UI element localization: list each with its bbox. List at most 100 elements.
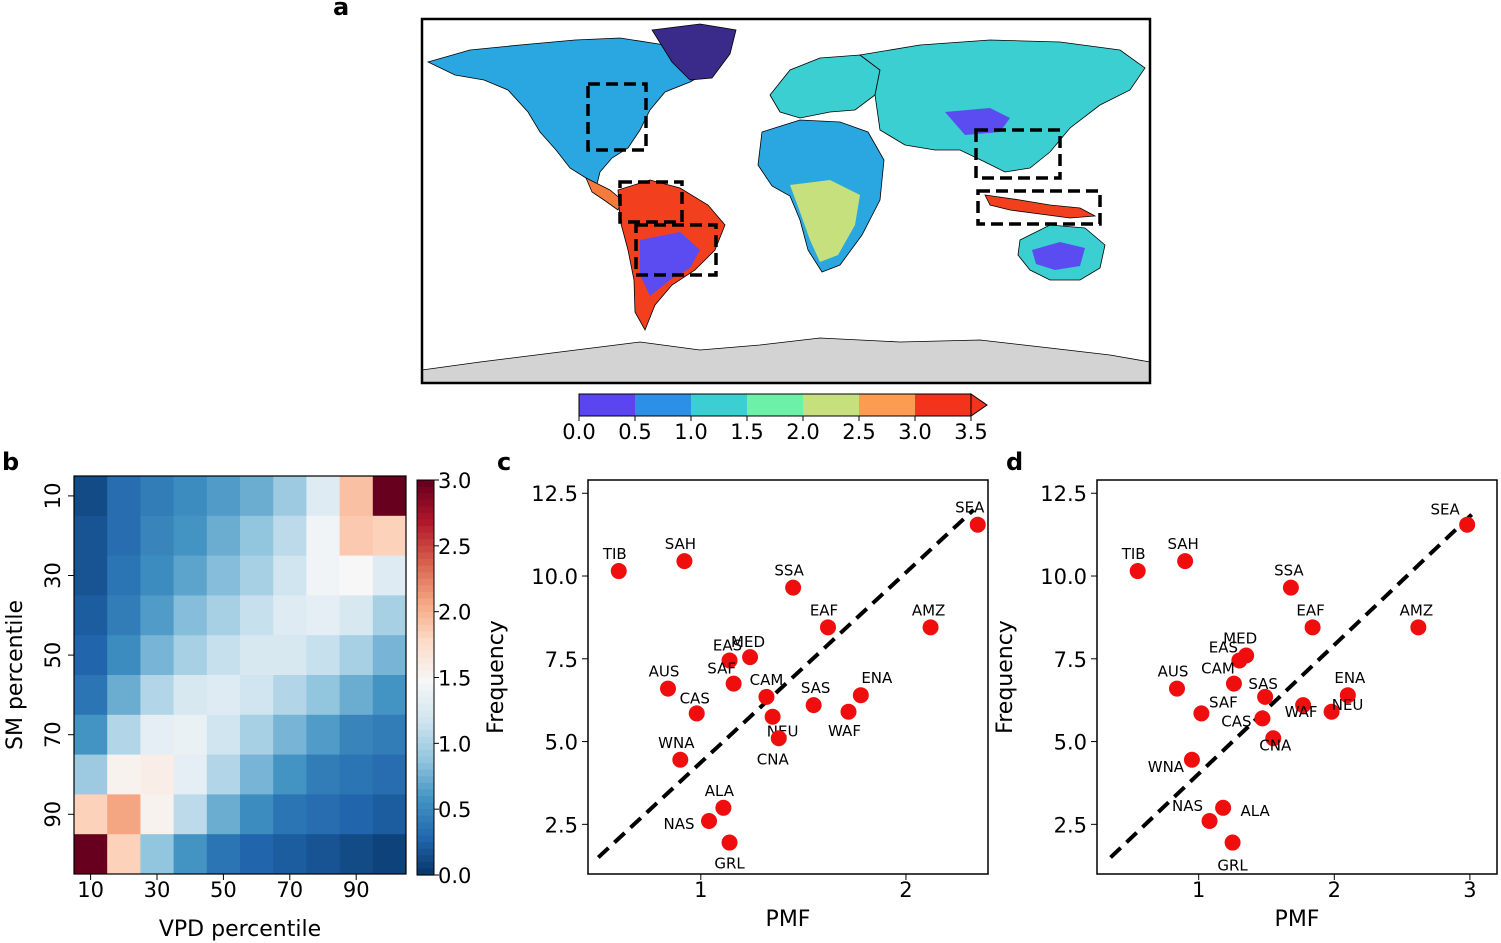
heatmap-colorbar-step — [417, 585, 434, 593]
heatmap-colorbar-step — [417, 651, 434, 659]
heatmap-colorbar-step — [417, 769, 434, 777]
heatmap-cell — [273, 635, 307, 676]
heatmap-cell — [240, 476, 274, 517]
region-boxes — [586, 82, 1102, 277]
heatmap-colorbar-step — [417, 559, 434, 567]
heatmap-colorbar-step — [417, 539, 434, 547]
heatmap-colorbar-step — [417, 670, 434, 679]
scatter-d-point-eaf — [1304, 619, 1321, 636]
heatmap-colorbar-step — [417, 657, 434, 665]
heatmap-cell — [140, 476, 175, 517]
heatmap-colorbar-step — [417, 565, 434, 573]
heatmap-cell — [140, 555, 175, 596]
heatmap-cell — [240, 515, 274, 557]
scatter-c-point-ssa — [785, 579, 802, 596]
heatmap-colorbar-tick-label: 0.0 — [438, 864, 471, 888]
heatmap-cell — [273, 794, 307, 835]
heatmap-colorbar-step — [417, 749, 434, 758]
scatter-c-label-cna: CNA — [757, 750, 790, 768]
heatmap-cell — [74, 515, 108, 557]
scatter-d-label-neu: NEU — [1332, 696, 1364, 714]
scatter-d-point-amz — [1410, 619, 1427, 636]
heatmap-cell — [306, 714, 341, 756]
heatmap-frame — [73, 475, 407, 875]
scatter-c-ylabel: Frequency — [484, 620, 509, 734]
heatmap-cell — [339, 635, 374, 676]
scatter-d-label-ala: ALA — [1240, 802, 1270, 820]
colorbar-a: 0.0 0.5 1.0 1.5 2.0 2.5 3.0 3.5 — [562, 393, 988, 444]
scatter-c-label-saf: SAF — [707, 660, 736, 678]
heatmap-cell — [173, 714, 208, 756]
scatter-c-point-eaf — [820, 619, 836, 636]
heatmap-colorbar-step — [417, 736, 434, 744]
scatter-d-ytick-label: 12.5 — [1040, 482, 1087, 506]
heatmap-cell — [339, 794, 374, 835]
scatter-c-label-tib: TIB — [602, 545, 627, 563]
heatmap-cell — [107, 476, 141, 517]
heatmap-cell — [240, 754, 274, 795]
scatter-c-point-nas — [701, 813, 718, 830]
colorbar-a-extend-arrow — [970, 393, 988, 417]
heatmap-cell — [372, 834, 407, 875]
colorbar-a-segment-4 — [803, 394, 859, 416]
heatmap-colorbar-step — [417, 717, 434, 725]
heatmap-cell — [306, 515, 341, 557]
heatmap-colorbar-step — [417, 605, 434, 613]
heatmap-cell — [372, 675, 407, 716]
scatter-c-point-cna — [770, 730, 787, 747]
scatter-d-point-eas — [1231, 652, 1248, 669]
scatter-c-point-sea — [969, 516, 986, 533]
scatter-c-point-waf — [840, 703, 857, 720]
panel-c-letter: c — [497, 448, 511, 476]
scatter-c-label-nas: NAS — [664, 815, 695, 833]
scatter-d-point-cam — [1225, 675, 1242, 692]
scatter-d-point-sas — [1257, 688, 1274, 705]
colorbar-a-tick-label: 1.5 — [730, 420, 763, 444]
heatmap-cell — [173, 595, 208, 636]
scatter-d-label-cna: CNA — [1259, 736, 1292, 754]
heatmap-colorbar-step — [417, 763, 434, 771]
scatter-d-point-sea — [1459, 516, 1476, 533]
scatter-d-label-cas: CAS — [1221, 712, 1251, 730]
heatmap-cell — [240, 834, 274, 875]
colorbar-a-frame — [578, 393, 972, 417]
scatter-c-label-med: MED — [731, 633, 765, 651]
scatter-d-label-grl: GRL — [1217, 857, 1248, 875]
heatmap-cell — [206, 476, 241, 517]
heatmap-cell — [74, 635, 108, 676]
scatter-d-label-sah: SAH — [1167, 535, 1198, 553]
heatmap-cell — [273, 595, 307, 636]
heatmap-cell — [372, 714, 407, 756]
scatter-d-point-ala — [1215, 799, 1232, 816]
heatmap-cell — [339, 714, 374, 756]
scatter-d-label-ena: ENA — [1334, 669, 1366, 687]
scatter-c-point-ala — [715, 799, 732, 816]
region-box-ssa — [634, 223, 718, 277]
heatmap-colorbar-step — [417, 848, 434, 856]
panel-d-letter: d — [1006, 448, 1023, 476]
heatmap-colorbar-tick-label: 2.0 — [438, 601, 471, 625]
heatmap-cell — [107, 635, 141, 676]
scatter-c-label-amz: AMZ — [912, 601, 945, 619]
scatter-c-label-sas: SAS — [801, 679, 831, 697]
heatmap-cell — [273, 555, 307, 596]
heatmap-cell — [240, 555, 274, 596]
heatmap-cell — [173, 555, 208, 596]
panel-b-letter: b — [2, 448, 19, 476]
heatmap-colorbar-step — [417, 519, 434, 527]
heatmap-cell — [173, 675, 208, 716]
heatmap-colorbar-step — [417, 480, 434, 488]
scatter-c-label-eas: EAS — [713, 636, 742, 654]
scatter-d-point-waf — [1295, 697, 1312, 714]
scatter-c-point-tib — [610, 563, 627, 580]
heatmap-cell — [306, 635, 341, 676]
scatter-d-ytick-label: 10.0 — [1040, 565, 1087, 589]
scatter-c-ytick-label: 7.5 — [545, 648, 578, 672]
heatmap-cell — [339, 476, 374, 517]
scatter-c-fit-line — [596, 508, 976, 859]
heatmap-xlabel: VPD percentile — [159, 917, 321, 942]
scatter-c-point-cas — [688, 705, 705, 722]
scatter-c-point-ena — [852, 687, 869, 704]
heatmap-cell — [140, 595, 175, 636]
heatmap-cell — [140, 834, 175, 875]
